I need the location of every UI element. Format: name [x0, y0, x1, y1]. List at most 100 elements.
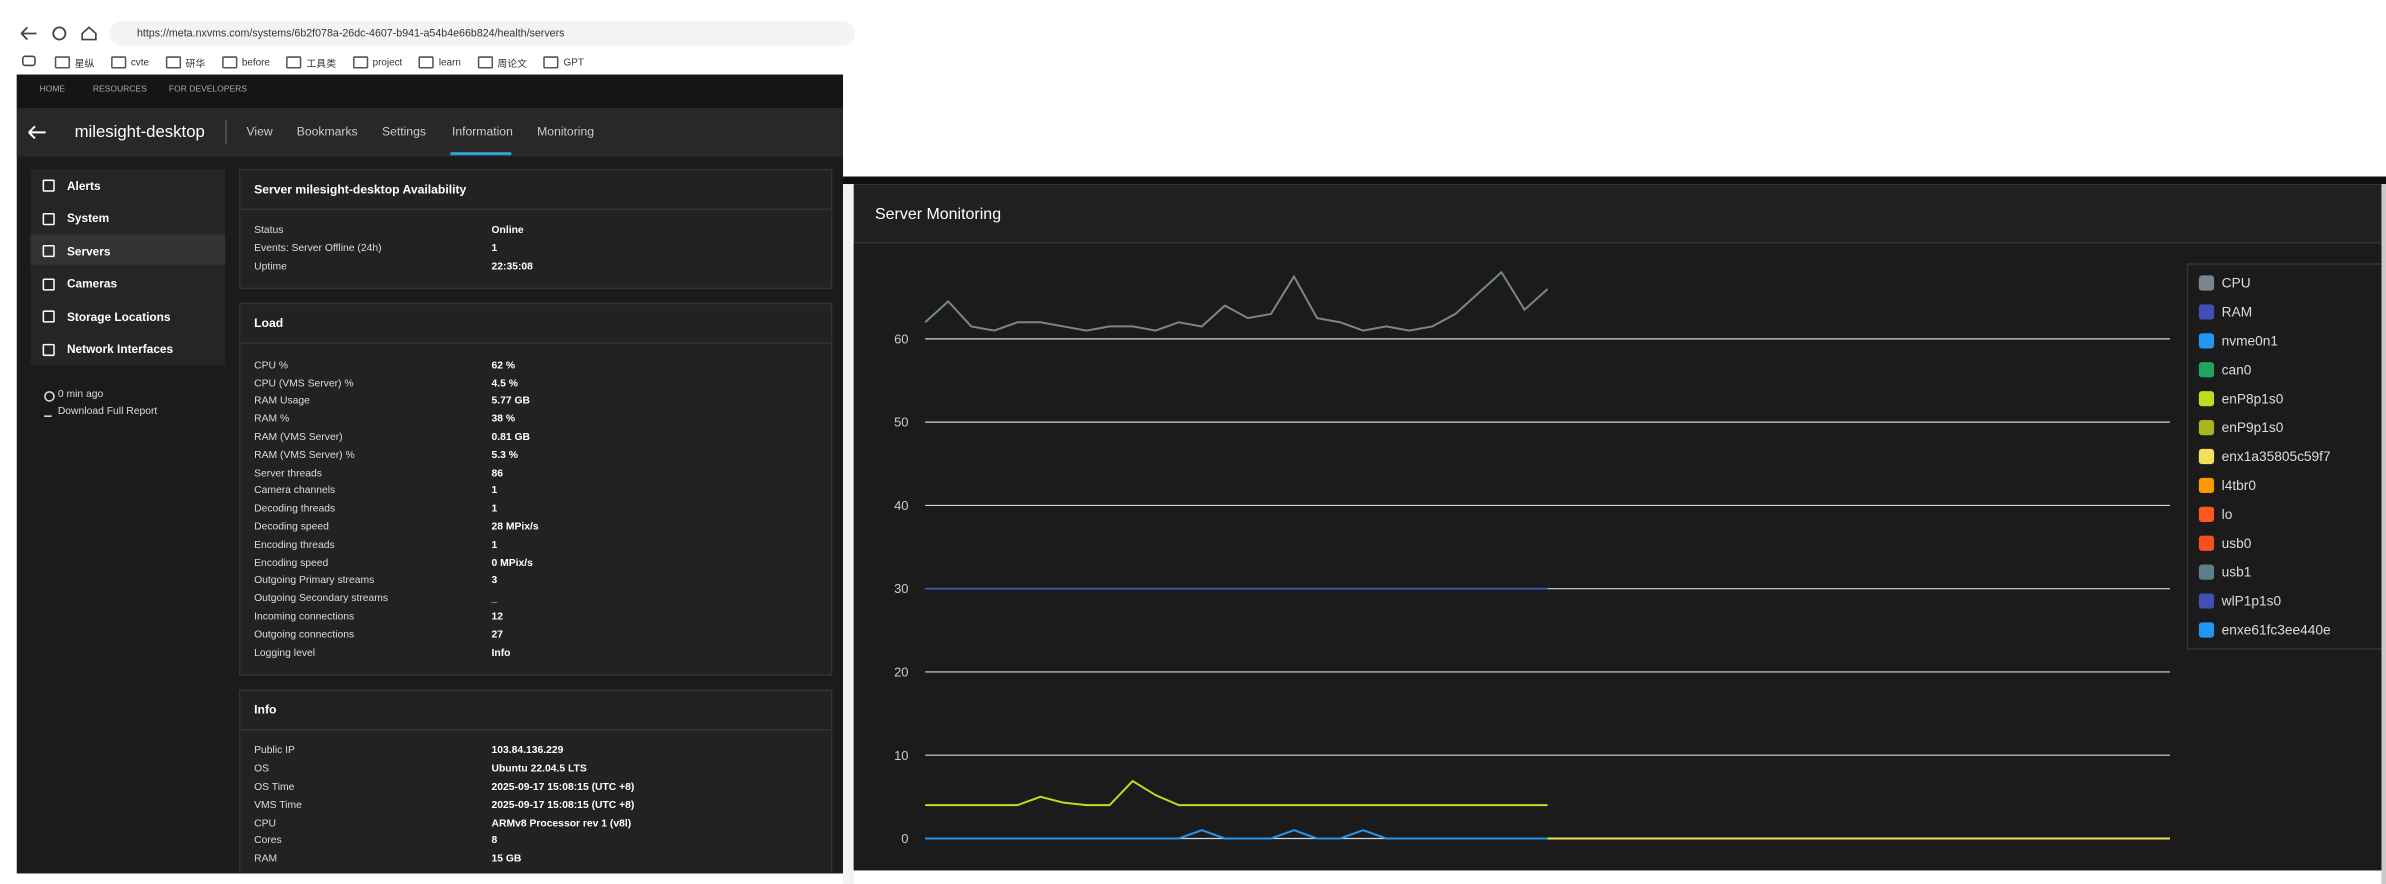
info-row: CPU ARMv8 Processor rev 1 (v8l)	[254, 814, 817, 832]
legend-item[interactable]: enP9p1s0	[2198, 418, 2284, 436]
info-row: Uptime 22:35:08	[254, 258, 817, 276]
sidebar-label[interactable]: Network Interfaces	[66, 342, 174, 357]
legend-label[interactable]: l4tbr0	[2221, 477, 2256, 494]
web-app: milesight-desktop 0 min ago Download Ful…	[16, 74, 844, 874]
panel-top-edge	[843, 176, 2386, 185]
bookmark[interactable]: 工具类	[286, 55, 337, 70]
bookmark-label[interactable]: 研华	[185, 59, 206, 70]
tab[interactable]: Monitoring	[537, 124, 595, 139]
url[interactable]: https://meta.nxvms.com/systems/6b2f078a-…	[136, 28, 565, 40]
legend-label[interactable]: enP8p1s0	[2221, 391, 2284, 407]
info-row: Public IP 103.84.136.229	[254, 742, 817, 760]
bookmark[interactable]: before	[222, 55, 270, 70]
legend-item[interactable]: wlP1p1s0	[2198, 592, 2282, 610]
legend-swatch	[2198, 448, 2215, 465]
legend-label[interactable]: enP9p1s0	[2221, 419, 2284, 436]
sidebar-label[interactable]: Alerts	[66, 178, 101, 193]
sidebar-label[interactable]: Storage Locations	[66, 309, 171, 324]
sidebar-label[interactable]: Servers	[66, 244, 111, 258]
legend-item[interactable]: RAM	[2198, 303, 2253, 321]
legend-label[interactable]: wlP1p1s0	[2221, 593, 2282, 609]
back-icon[interactable]	[20, 26, 37, 41]
legend-label[interactable]: usb1	[2221, 564, 2252, 580]
top-nav-link[interactable]: RESOURCES	[92, 85, 147, 95]
legend-label[interactable]: CPU	[2221, 275, 2251, 291]
row-label: Incoming connections	[254, 611, 355, 623]
bookmark-label[interactable]: 周论文	[497, 59, 528, 70]
tab[interactable]: Bookmarks	[296, 124, 358, 139]
monitoring-panel: Server Monitoring 0 10 20 30 40 50 60 CPU RAM nv…	[853, 184, 2382, 871]
top-nav-link[interactable]: FOR DEVELOPERS	[168, 85, 247, 95]
sidebar-item[interactable]: Network Interfaces	[30, 334, 225, 364]
address-bar[interactable]	[109, 21, 856, 46]
bookmark-label[interactable]: 工具类	[306, 59, 337, 70]
legend-label[interactable]: enx1a35805c59f7	[2221, 448, 2331, 465]
bookmark-label[interactable]: 星纵	[74, 59, 95, 70]
legend-label[interactable]: RAM	[2221, 304, 2253, 320]
refresh-status[interactable]: 0 min ago	[57, 389, 104, 401]
info-row: RAM (VMS Server) % 5.3 %	[254, 446, 817, 464]
bookmark-label[interactable]: project	[372, 57, 403, 68]
legend-item[interactable]: can0	[2198, 361, 2252, 379]
tab[interactable]: Settings	[381, 124, 426, 139]
row-value: 4.5 %	[491, 378, 518, 389]
bookmark-label[interactable]: learn	[438, 57, 461, 68]
y-tick-label: 60	[894, 331, 908, 346]
bookmark[interactable]: learn	[419, 55, 461, 70]
bookmark[interactable]: 研华	[165, 55, 206, 70]
legend-item[interactable]: l4tbr0	[2198, 476, 2256, 494]
folder-icon	[111, 56, 127, 69]
legend-label[interactable]: nvme0n1	[2221, 333, 2279, 349]
legend-label[interactable]: lo	[2221, 506, 2233, 522]
sidebar-label[interactable]: Cameras	[66, 276, 118, 291]
home-icon[interactable]	[81, 26, 97, 41]
legend-item[interactable]: CPU	[2198, 274, 2251, 292]
back-arrow[interactable]	[26, 122, 50, 143]
legend-item[interactable]: lo	[2198, 505, 2233, 523]
legend-item[interactable]: enx1a35805c59f7	[2198, 447, 2331, 465]
row-value: 0.81 GB	[491, 432, 531, 443]
sidebar-item[interactable]: Cameras	[30, 269, 225, 299]
legend-item[interactable]: nvme0n1	[2198, 332, 2279, 350]
legend-item[interactable]: usb0	[2198, 534, 2252, 552]
legend-item[interactable]: usb1	[2198, 563, 2252, 581]
sidebar-item[interactable]: Servers	[30, 236, 225, 266]
legend-label[interactable]: usb0	[2221, 535, 2252, 551]
folder-icon	[352, 56, 369, 69]
legend-item[interactable]: enxe61fc3ee440e	[2198, 621, 2331, 639]
row-label: Decoding threads	[254, 503, 336, 515]
folder-icon	[419, 56, 435, 69]
legend-swatch	[2198, 477, 2215, 494]
bookmark-label[interactable]: GPT	[563, 57, 584, 68]
legend-label[interactable]: enxe61fc3ee440e	[2221, 622, 2331, 638]
folder-icon	[543, 56, 559, 69]
sidebar-item[interactable]: Storage Locations	[30, 301, 225, 331]
sidebar-item[interactable]: System	[30, 203, 225, 233]
bookmark[interactable]: cvte	[111, 55, 149, 70]
row-value: 38 %	[491, 414, 516, 425]
legend-swatch	[2198, 535, 2215, 551]
apps-icon[interactable]	[22, 55, 36, 67]
legend-label[interactable]: can0	[2221, 362, 2252, 378]
card: Load CPU % 62 % CPU (VMS Server) % 4.5 % RAM …	[238, 303, 833, 676]
card: Server milesight-desktop Availability Sta…	[238, 168, 833, 290]
row-value: 1	[491, 243, 498, 255]
bookmark-label[interactable]: cvte	[130, 57, 150, 68]
sidebar-item[interactable]: Alerts	[30, 170, 225, 200]
tab[interactable]: View	[246, 124, 273, 139]
legend-item[interactable]: enP8p1s0	[2198, 390, 2284, 408]
tab[interactable]: Information	[451, 124, 513, 139]
top-nav-link[interactable]: HOME	[39, 85, 66, 95]
bookmark[interactable]: 星纵	[54, 55, 95, 70]
info-row: Encoding threads 1	[254, 536, 817, 554]
sidebar-label[interactable]: System	[66, 211, 110, 226]
row-label: Outgoing Secondary streams	[254, 593, 389, 605]
row-label: OS	[254, 764, 270, 775]
bookmark[interactable]: GPT	[543, 55, 584, 70]
reload-icon[interactable]	[52, 26, 67, 41]
bookmark-label[interactable]: before	[241, 57, 270, 68]
bookmark[interactable]: 周论文	[477, 55, 528, 70]
bookmark[interactable]: project	[352, 55, 403, 70]
download-link[interactable]: Download Full Report	[57, 406, 158, 417]
